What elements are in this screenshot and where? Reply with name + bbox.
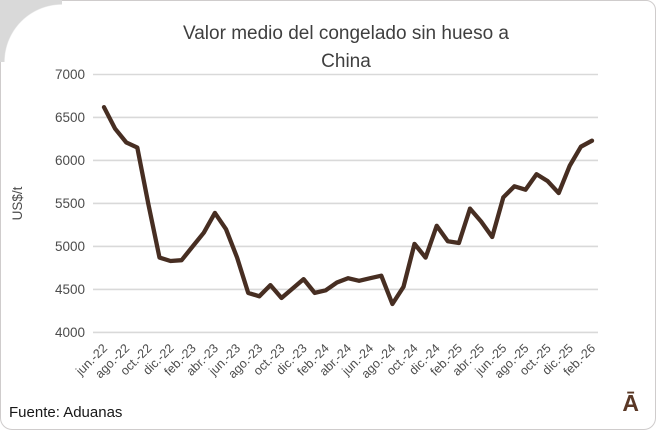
y-axis-tick-label: 5000 (55, 239, 85, 254)
brand-logo: Ā (622, 390, 639, 416)
price-series-line (101, 105, 595, 307)
y-axis-tick-label: 6000 (55, 153, 85, 168)
y-axis-tick-label: 4500 (55, 282, 85, 297)
y-axis-tick-label: 7000 (55, 67, 85, 82)
chart-title-line2: China (321, 51, 371, 72)
y-axis-title: US$/t (10, 186, 25, 220)
source-caption: Fuente: Aduanas (9, 404, 123, 421)
y-axis-tick-label: 5500 (55, 196, 85, 211)
chart-title-line1: Valor medio del congelado sin hueso a (182, 23, 510, 44)
chart-title: Valor medio del congelado sin hueso a Ch… (40, 20, 652, 76)
y-axis-tick-label: 4000 (55, 325, 85, 340)
y-axis-tick-label: 6500 (55, 110, 85, 125)
